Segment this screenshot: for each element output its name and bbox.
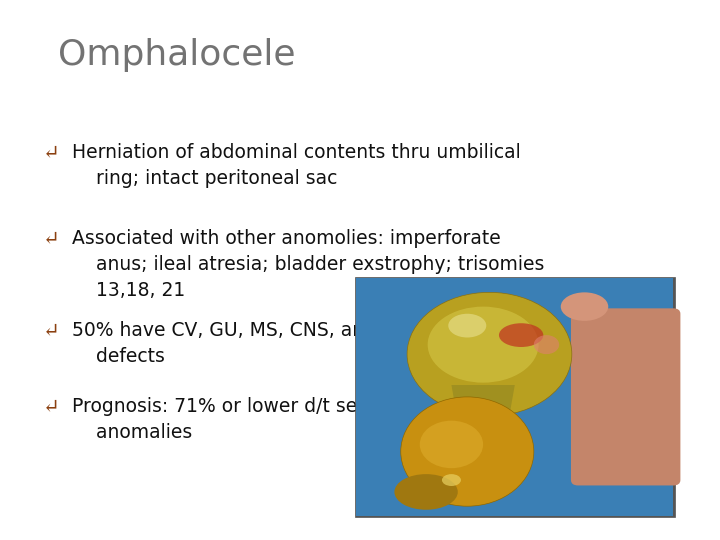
Text: Omphalocele: Omphalocele [58, 38, 295, 72]
Text: Prognosis: 71% or lower d/t serious
    anomalies: Prognosis: 71% or lower d/t serious anom… [72, 397, 403, 442]
Ellipse shape [561, 292, 608, 321]
FancyBboxPatch shape [356, 278, 673, 516]
Ellipse shape [449, 314, 486, 338]
Ellipse shape [407, 292, 572, 416]
Text: 50% have CV, GU, MS, CNS, and alimentary tract
    defects: 50% have CV, GU, MS, CNS, and alimentary… [72, 321, 534, 366]
FancyBboxPatch shape [571, 308, 680, 485]
Text: Herniation of abdominal contents thru umbilical
    ring; intact peritoneal sac: Herniation of abdominal contents thru um… [72, 143, 521, 188]
Ellipse shape [499, 323, 544, 347]
FancyBboxPatch shape [355, 277, 675, 517]
Text: ↵: ↵ [43, 321, 60, 340]
Ellipse shape [395, 474, 458, 510]
Ellipse shape [534, 335, 559, 354]
Text: ↵: ↵ [43, 397, 60, 416]
Text: ↵: ↵ [43, 143, 60, 162]
Ellipse shape [428, 307, 539, 383]
Ellipse shape [401, 397, 534, 506]
Polygon shape [451, 385, 515, 421]
Ellipse shape [442, 474, 461, 486]
Text: ↵: ↵ [43, 230, 60, 248]
Ellipse shape [420, 421, 483, 468]
Text: Associated with other anomolies: imperforate
    anus; ileal atresia; bladder ex: Associated with other anomolies: imperfo… [72, 230, 544, 300]
